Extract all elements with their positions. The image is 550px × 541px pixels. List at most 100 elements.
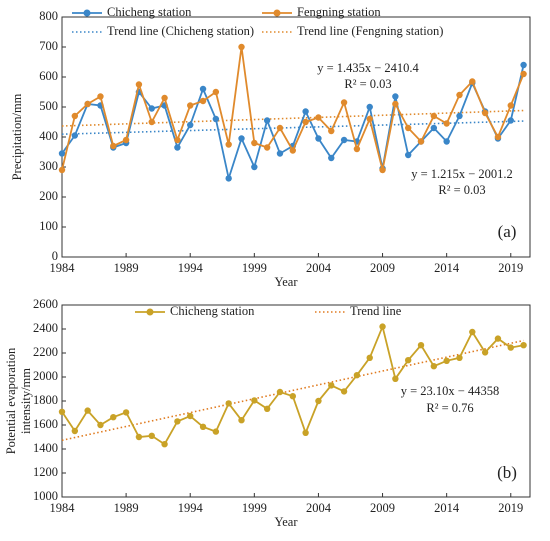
data-point	[494, 133, 502, 141]
y-tick-label: 600	[39, 69, 58, 83]
data-point	[404, 124, 412, 132]
annotation: y = 23.10x − 44358	[401, 384, 499, 398]
data-point	[122, 409, 130, 416]
x-tick-label: 1984	[50, 261, 76, 275]
y-tick-label: 100	[39, 219, 58, 233]
data-point	[507, 102, 514, 109]
data-point	[494, 335, 502, 342]
data-point	[392, 375, 399, 382]
data-point	[340, 99, 348, 106]
data-point	[276, 124, 284, 132]
data-point	[199, 85, 207, 93]
data-point	[392, 93, 399, 100]
data-point	[481, 109, 489, 117]
x-tick-label: 2004	[306, 261, 332, 275]
data-point	[110, 414, 117, 421]
data-point	[276, 150, 284, 157]
data-point	[469, 78, 476, 85]
data-point	[456, 91, 463, 99]
data-point	[353, 145, 361, 153]
legend-label: Trend line (Chicheng station)	[107, 24, 254, 38]
data-point	[430, 124, 438, 132]
data-point	[199, 97, 207, 105]
panel-label: (b)	[497, 463, 517, 482]
y-tick-label: 500	[39, 99, 58, 113]
data-point	[340, 136, 348, 144]
data-point	[148, 118, 155, 126]
data-point	[225, 400, 232, 407]
y-tick-label: 1600	[33, 417, 58, 431]
legend-marker	[146, 308, 154, 316]
data-point	[430, 363, 438, 370]
data-point	[328, 382, 335, 389]
y-axis-label: Precipitation/mm	[10, 93, 24, 180]
annotation: R² = 0.03	[438, 183, 485, 197]
data-point	[340, 388, 348, 395]
data-point	[84, 100, 91, 108]
y-tick-label: 1800	[33, 393, 58, 407]
annotation: y = 1.215x − 2001.2	[411, 167, 513, 181]
data-point	[187, 102, 194, 109]
y-tick-label: 300	[39, 159, 58, 173]
data-point	[507, 344, 514, 351]
data-point	[520, 70, 527, 78]
data-point	[58, 150, 66, 157]
data-point	[174, 144, 181, 151]
data-point	[366, 103, 373, 111]
data-point	[328, 127, 335, 135]
data-point	[328, 154, 335, 162]
data-point	[135, 433, 143, 441]
y-tick-label: 200	[39, 189, 58, 203]
y-axis-label: intensity/mm	[19, 368, 33, 434]
x-tick-label: 1999	[242, 501, 267, 515]
data-point	[225, 175, 232, 182]
data-point	[469, 328, 476, 336]
trend-line	[61, 339, 524, 442]
data-point	[225, 141, 232, 148]
x-tick-label: 1994	[178, 261, 204, 275]
data-point	[315, 397, 322, 405]
y-tick-label: 1400	[33, 441, 58, 455]
y-tick-label: 400	[39, 129, 58, 143]
data-point	[263, 144, 271, 151]
data-point	[135, 81, 143, 88]
y-tick-label: 0	[52, 249, 58, 263]
x-tick-label: 2009	[370, 501, 395, 515]
data-point	[366, 115, 373, 123]
x-tick-label: 2014	[434, 501, 460, 515]
data-point	[276, 388, 284, 396]
data-point	[71, 427, 79, 435]
data-point	[238, 417, 245, 424]
x-tick-label: 2019	[498, 501, 523, 515]
data-point	[238, 43, 245, 51]
y-tick-label: 2600	[33, 297, 58, 311]
data-point	[443, 120, 450, 127]
annotation: R² = 0.03	[344, 77, 391, 91]
legend-marker	[273, 9, 281, 17]
data-point	[122, 136, 130, 144]
data-point	[289, 393, 296, 400]
legend-label: Trend line	[350, 304, 402, 318]
data-point	[315, 135, 322, 142]
data-point	[71, 132, 79, 139]
x-tick-label: 1994	[178, 501, 204, 515]
data-point	[148, 105, 155, 112]
legend-label: Chicheng station	[107, 5, 192, 19]
data-point	[392, 100, 399, 108]
data-point	[263, 117, 271, 124]
y-tick-label: 700	[39, 39, 58, 53]
panel-label: (a)	[498, 222, 517, 241]
data-point	[58, 408, 66, 415]
data-point	[212, 428, 220, 435]
data-point	[71, 112, 79, 120]
data-point	[302, 429, 309, 436]
x-tick-label: 1989	[114, 261, 139, 275]
x-tick-label: 2009	[370, 261, 395, 275]
data-point	[263, 405, 271, 412]
data-point	[430, 112, 438, 120]
data-point	[84, 407, 91, 414]
data-point	[174, 136, 181, 144]
data-point	[238, 135, 245, 142]
x-tick-label: 1999	[242, 261, 267, 275]
data-point	[187, 121, 194, 129]
